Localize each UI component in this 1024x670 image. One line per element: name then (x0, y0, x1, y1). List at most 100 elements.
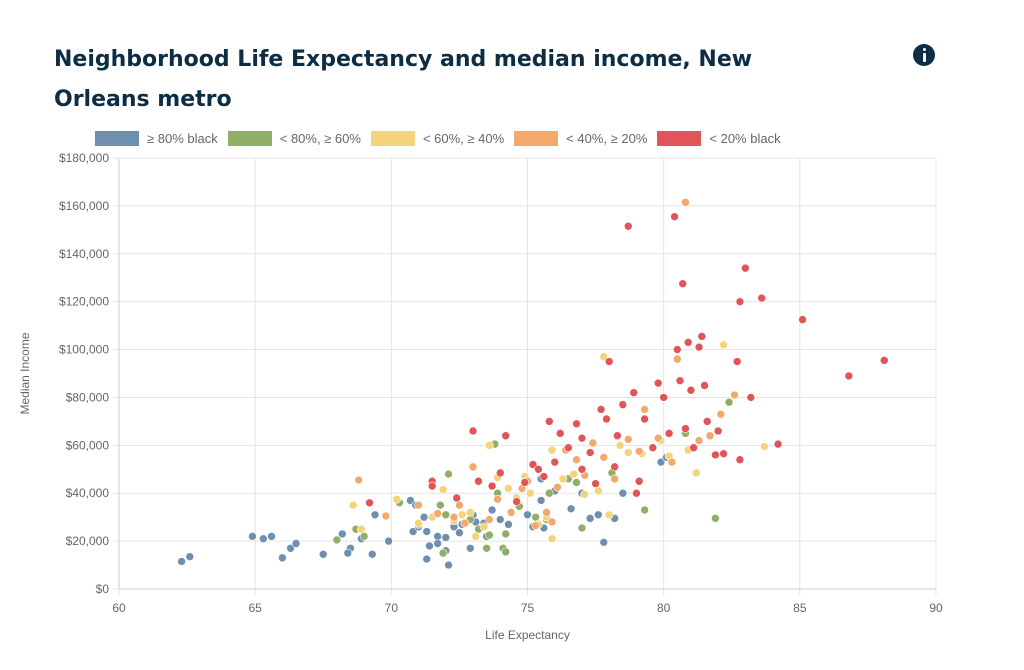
data-point[interactable] (640, 505, 649, 515)
data-point[interactable] (686, 385, 696, 395)
data-point[interactable] (534, 464, 543, 474)
data-point[interactable] (577, 523, 587, 533)
data-point[interactable] (879, 356, 889, 365)
data-point[interactable] (359, 532, 369, 541)
data-point[interactable] (506, 508, 516, 517)
data-point[interactable] (444, 560, 453, 570)
data-point[interactable] (629, 388, 639, 397)
data-point[interactable] (468, 462, 478, 472)
data-point[interactable] (694, 436, 704, 445)
data-point[interactable] (675, 376, 685, 385)
data-point[interactable] (735, 455, 745, 465)
data-point[interactable] (623, 435, 633, 444)
data-point[interactable] (604, 510, 614, 520)
data-point[interactable] (618, 488, 628, 498)
data-point[interactable] (487, 505, 497, 515)
data-point[interactable] (599, 352, 609, 362)
data-point[interactable] (487, 481, 497, 491)
data-point[interactable] (547, 445, 557, 455)
data-point[interactable] (185, 552, 195, 561)
data-point[interactable] (495, 515, 505, 524)
data-point[interactable] (659, 393, 668, 402)
data-point[interactable] (433, 509, 442, 518)
data-point[interactable] (700, 381, 709, 390)
data-point[interactable] (370, 510, 380, 520)
data-point[interactable] (501, 529, 511, 539)
data-point[interactable] (384, 536, 393, 546)
legend-item[interactable]: < 80%, ≥ 60% (227, 131, 361, 146)
data-point[interactable] (681, 424, 690, 433)
data-point[interactable] (485, 515, 494, 524)
data-point[interactable] (719, 340, 728, 350)
data-point[interactable] (278, 553, 287, 563)
data-point[interactable] (678, 279, 688, 289)
data-point[interactable] (457, 510, 467, 520)
data-point[interactable] (623, 221, 633, 231)
data-point[interactable] (248, 532, 257, 541)
data-point[interactable] (724, 397, 734, 407)
data-point[interactable] (357, 524, 366, 534)
data-point[interactable] (474, 476, 483, 486)
data-point[interactable] (427, 481, 437, 491)
data-point[interactable] (773, 439, 783, 449)
data-point[interactable] (670, 212, 679, 221)
data-point[interactable] (585, 448, 595, 457)
data-point[interactable] (550, 457, 560, 467)
data-point[interactable] (392, 494, 402, 504)
data-point[interactable] (433, 539, 442, 548)
data-point[interactable] (504, 484, 513, 493)
data-point[interactable] (664, 429, 674, 438)
data-point[interactable] (381, 511, 391, 521)
data-point[interactable] (711, 450, 720, 460)
data-point[interactable] (542, 508, 551, 517)
data-point[interactable] (604, 357, 614, 366)
data-point[interactable] (632, 488, 641, 498)
data-point[interactable] (711, 514, 720, 523)
data-point[interactable] (599, 453, 609, 462)
data-point[interactable] (564, 443, 573, 453)
data-point[interactable] (531, 512, 540, 522)
data-point[interactable] (613, 431, 622, 441)
data-point[interactable] (523, 510, 532, 520)
data-point[interactable] (493, 494, 502, 504)
data-point[interactable] (338, 529, 347, 539)
data-point[interactable] (466, 543, 475, 553)
data-point[interactable] (697, 332, 707, 341)
data-point[interactable] (466, 508, 475, 517)
data-point[interactable] (577, 464, 587, 474)
data-point[interactable] (433, 532, 442, 541)
data-point[interactable] (267, 532, 276, 541)
data-point[interactable] (653, 433, 663, 443)
data-point[interactable] (422, 527, 432, 536)
data-point[interactable] (757, 293, 767, 303)
data-point[interactable] (610, 474, 619, 484)
data-point[interactable] (596, 405, 606, 414)
data-point[interactable] (452, 493, 461, 503)
data-point[interactable] (406, 496, 415, 505)
data-point[interactable] (580, 490, 589, 499)
data-point[interactable] (438, 548, 448, 558)
data-point[interactable] (501, 431, 511, 441)
data-point[interactable] (640, 405, 649, 414)
data-point[interactable] (455, 528, 464, 538)
data-point[interactable] (367, 549, 377, 559)
data-point[interactable] (746, 393, 756, 402)
data-point[interactable] (569, 469, 579, 479)
data-point[interactable] (732, 357, 742, 366)
data-point[interactable] (572, 455, 581, 465)
data-point[interactable] (286, 543, 295, 553)
data-point[interactable] (689, 443, 698, 453)
legend-item[interactable]: < 40%, ≥ 20% (514, 131, 647, 146)
data-point[interactable] (844, 371, 854, 381)
legend-item[interactable]: < 20% black (657, 131, 781, 146)
data-point[interactable] (594, 510, 603, 520)
data-point[interactable] (760, 442, 769, 451)
data-point[interactable] (444, 469, 453, 479)
data-point[interactable] (640, 414, 649, 424)
data-point[interactable] (485, 441, 494, 450)
data-point[interactable] (520, 478, 530, 487)
data-point[interactable] (528, 460, 538, 469)
data-point[interactable] (449, 512, 459, 522)
data-point[interactable] (259, 534, 268, 544)
data-point[interactable] (713, 426, 723, 436)
